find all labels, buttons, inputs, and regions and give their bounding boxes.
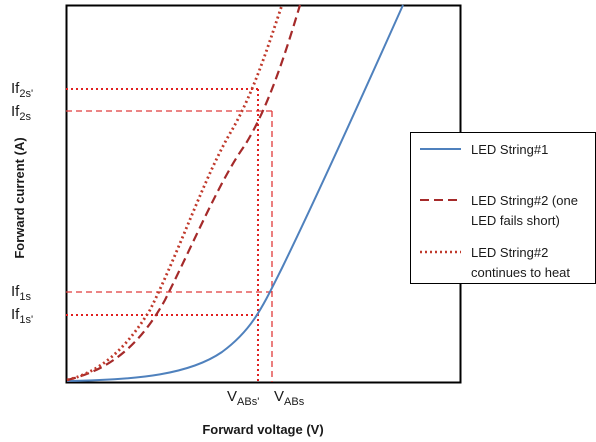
x-axis-title: Forward voltage (V) <box>202 422 323 437</box>
legend-box <box>410 132 596 284</box>
y-axis-title: Forward current (A) <box>12 137 27 258</box>
x-tick-labels: VABs' VABs <box>227 388 305 408</box>
plot-frame <box>65 4 462 384</box>
curve-led-string-2-heating <box>66 4 284 382</box>
y-tick-label-if2s-prime: If2s' <box>11 80 33 100</box>
curves <box>66 4 404 382</box>
y-tick-labels: If2s' If2s If1s If1s' <box>11 80 33 326</box>
legend-label-series-3-line-2: continues to heat <box>471 265 570 280</box>
reference-lines <box>66 88 273 382</box>
curve-led-string-1 <box>66 4 404 382</box>
legend: LED String#1 LED String#2 (one LED fails… <box>410 132 596 284</box>
legend-label-series-2-line-2: LED fails short) <box>471 213 560 228</box>
legend-label-series-1: LED String#1 <box>471 142 548 157</box>
curve-led-string-2-fails-short <box>66 4 302 382</box>
x-tick-label-vabs: VABs <box>274 388 305 408</box>
y-tick-label-if1s-prime: If1s' <box>11 306 33 326</box>
legend-label-series-3-line-1: LED String#2 <box>471 245 548 260</box>
x-tick-label-vabs-prime: VABs' <box>227 388 259 408</box>
y-tick-label-if1s: If1s <box>11 283 31 303</box>
legend-label-series-2-line-1: LED String#2 (one <box>471 193 578 208</box>
y-tick-label-if2s: If2s <box>11 103 31 123</box>
